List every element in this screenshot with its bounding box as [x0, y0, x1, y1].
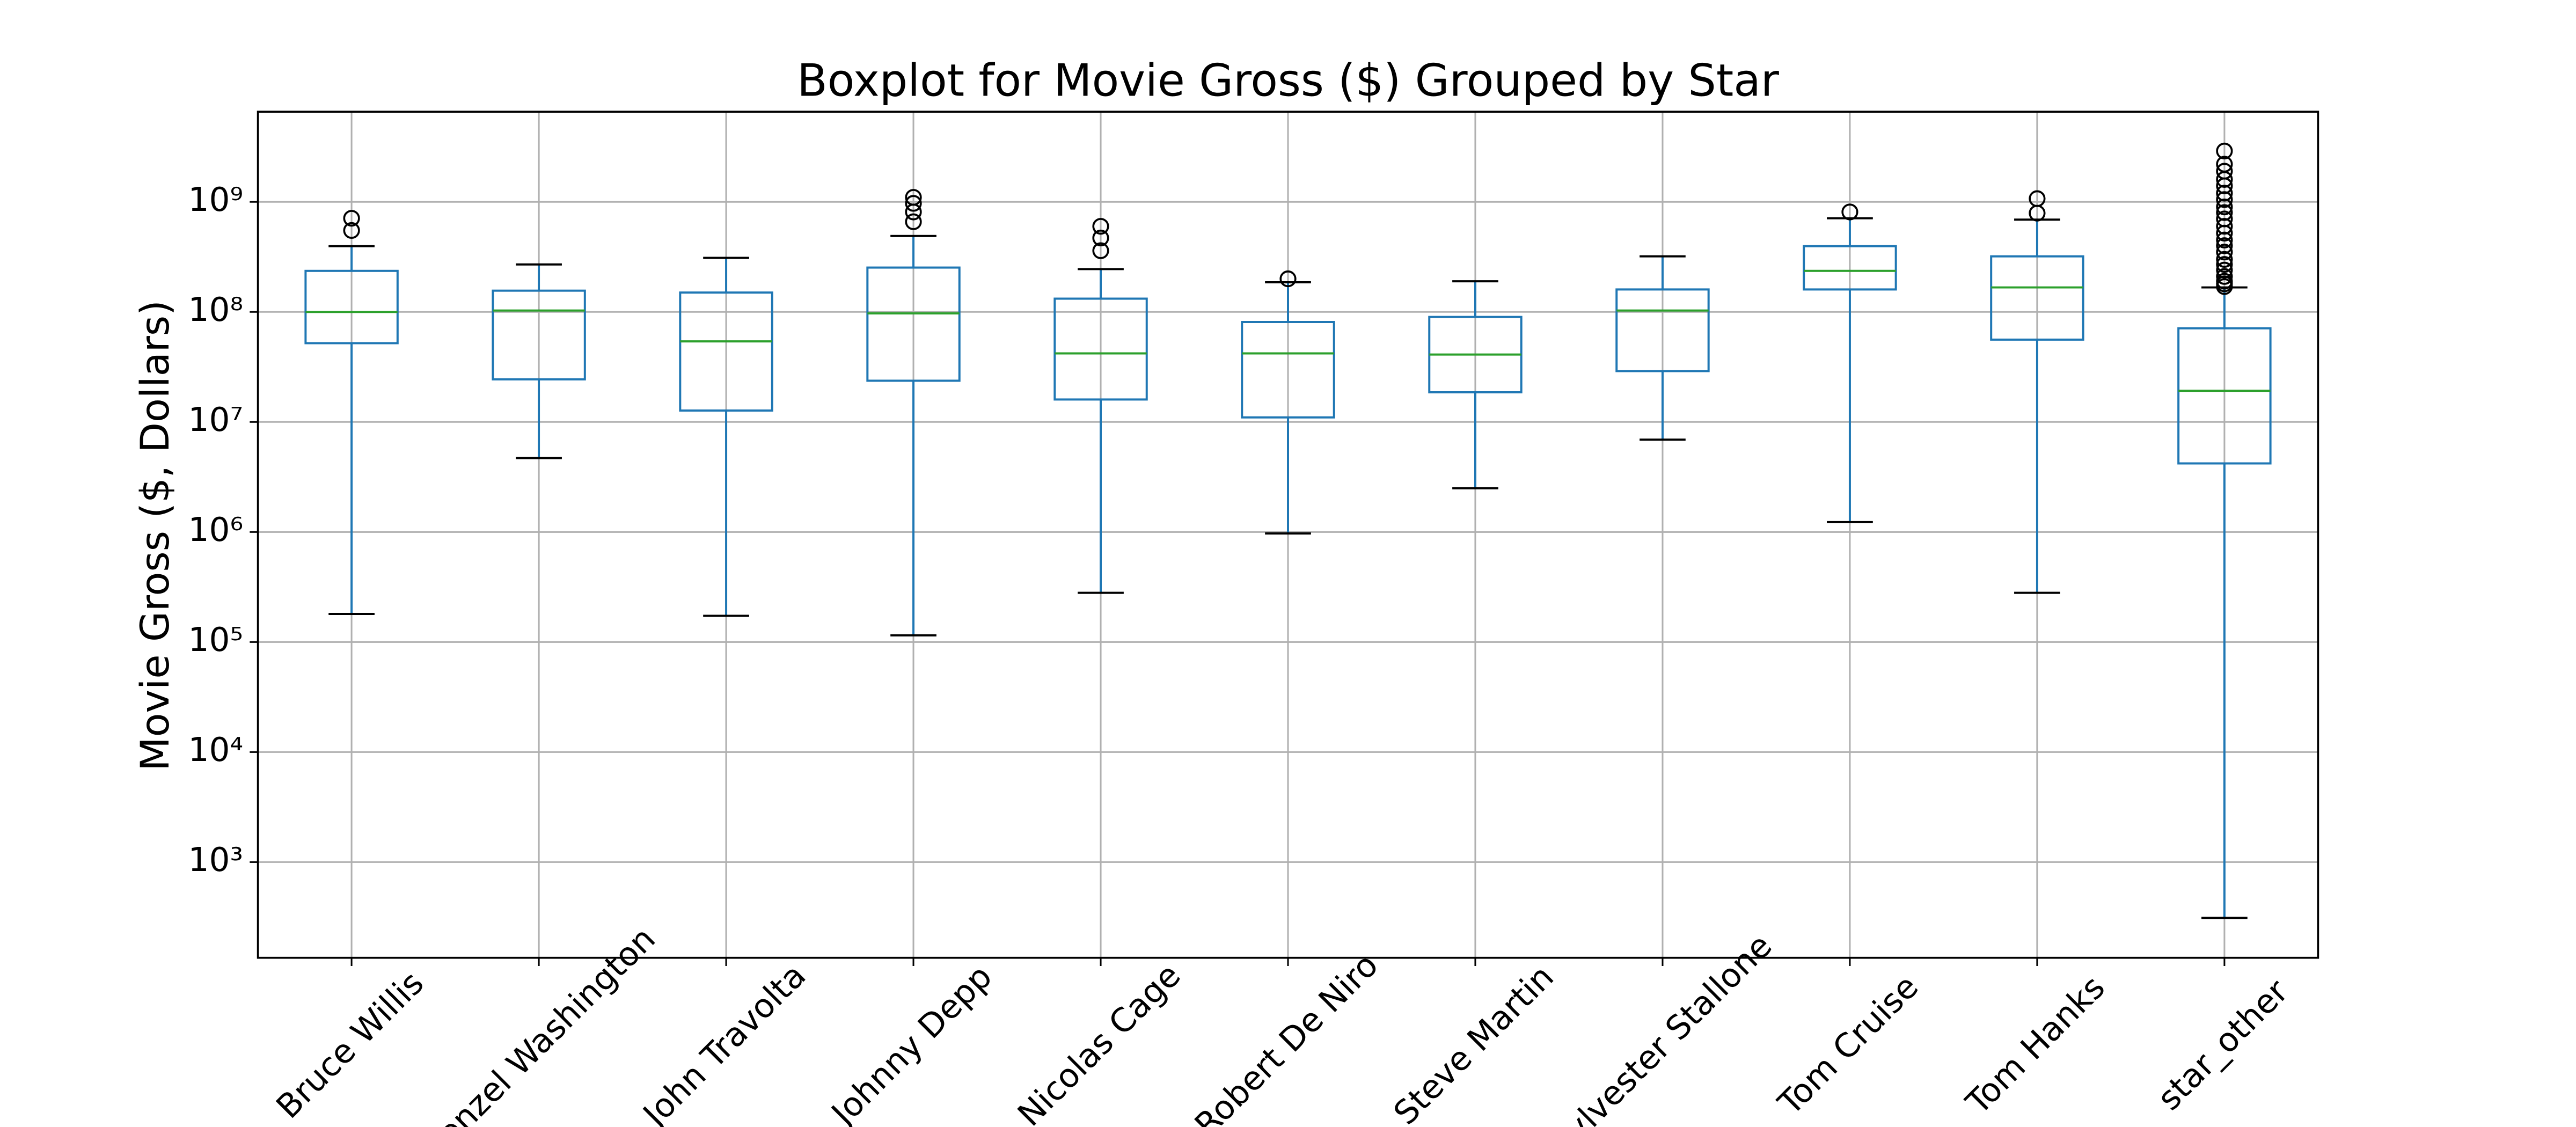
flier: [2216, 142, 2233, 160]
flier: [2216, 261, 2233, 279]
flier: [2216, 171, 2233, 188]
flier: [2029, 204, 2046, 222]
x-tick-label: John Travolta: [634, 956, 813, 1127]
y-tick-label: 10⁷: [188, 401, 243, 439]
box: [1053, 297, 1148, 401]
flier: [1092, 229, 1109, 247]
flier: [2216, 218, 2233, 235]
flier: [2216, 251, 2233, 268]
flier: [2216, 278, 2233, 295]
flier: [343, 210, 360, 227]
flier: [2216, 204, 2233, 221]
x-tick-label: Tom Hanks: [1959, 968, 2113, 1122]
x-tick-label: Bruce Willis: [269, 964, 431, 1126]
flier: [2216, 256, 2233, 273]
x-tick-label: Denzel Washington: [412, 920, 663, 1127]
flier: [905, 195, 922, 212]
flier: [2216, 237, 2233, 254]
chart-title: Boxplot for Movie Gross ($) Grouped by S…: [797, 55, 1779, 107]
y-tick-label: 10⁹: [188, 181, 243, 219]
box: [679, 291, 773, 412]
x-tick-label: Nicolas Cage: [1011, 956, 1188, 1127]
box: [866, 266, 961, 382]
y-tick-label: 10⁴: [188, 731, 243, 769]
flier: [2216, 198, 2233, 216]
y-tick-label: 10⁵: [188, 621, 243, 659]
flier: [2216, 185, 2233, 202]
box: [1990, 255, 2084, 341]
box: [1615, 288, 1710, 372]
box: [2177, 327, 2272, 465]
x-tick-label: Robert De Niro: [1188, 946, 1386, 1127]
flier: [343, 222, 360, 239]
plot-frame: [257, 111, 2319, 959]
flier: [2216, 177, 2233, 194]
flier: [2216, 224, 2233, 242]
y-tick-label: 10⁸: [188, 291, 243, 329]
x-tick-label: Johnny Depp: [823, 957, 999, 1127]
box: [492, 289, 586, 380]
flier: [2216, 191, 2233, 208]
y-tick-label: 10⁶: [188, 511, 243, 549]
x-tick-label: Tom Cruise: [1770, 968, 1926, 1123]
flier: [2216, 244, 2233, 261]
flier: [2216, 268, 2233, 285]
flier: [905, 213, 922, 230]
y-axis-label: Movie Gross ($, Dollars): [133, 300, 178, 771]
x-tick-label: star_other: [2150, 972, 2296, 1118]
flier: [1092, 242, 1109, 259]
box: [1803, 245, 1897, 291]
x-tick-label: Steve Martin: [1387, 958, 1561, 1127]
flier: [1279, 270, 1297, 288]
y-tick-label: 10³: [188, 841, 243, 879]
box: [1241, 321, 1335, 419]
x-tick-label: Sylvester Stallone: [1543, 927, 1780, 1127]
flier: [905, 203, 922, 221]
flier: [1092, 218, 1109, 235]
box: [304, 269, 399, 345]
flier: [1841, 203, 1858, 221]
flier: [2216, 231, 2233, 248]
